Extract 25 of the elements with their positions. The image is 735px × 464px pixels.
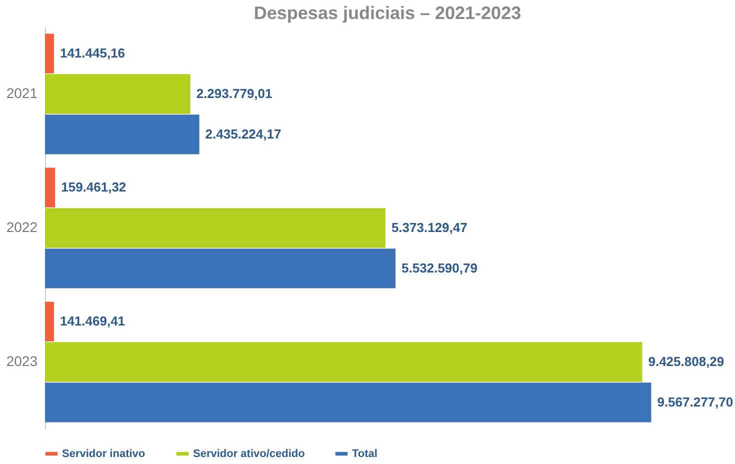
bar [45, 208, 386, 248]
legend-label: Servidor ativo/cedido [193, 448, 306, 460]
bar [45, 74, 190, 114]
data-label: 141.445,16 [60, 46, 126, 61]
data-label: 9.425.808,29 [648, 354, 724, 369]
bar [45, 168, 56, 208]
y-tick-label: 2021 [6, 85, 38, 101]
data-label: 5.532.590,79 [402, 260, 478, 276]
y-tick-label: 2023 [6, 353, 38, 369]
data-label: 9.567.277,70 [657, 394, 734, 410]
legend-label: Servidor inativo [62, 448, 146, 460]
legend-label: Total [352, 448, 378, 460]
data-label: 5.373.129,47 [391, 220, 468, 235]
bar [45, 342, 642, 382]
data-label: 2.435.224,17 [205, 126, 282, 142]
bar [45, 382, 652, 422]
bar [45, 34, 54, 74]
bar [45, 302, 54, 342]
data-label: 141.469,41 [60, 314, 126, 329]
data-label: 159.461,32 [61, 180, 126, 195]
chart-title: Despesas judiciais – 2021-2023 [254, 3, 522, 23]
bar [45, 248, 396, 288]
y-tick-label: 2022 [6, 219, 38, 235]
data-label: 2.293.779,01 [196, 86, 272, 101]
bar [45, 114, 200, 154]
